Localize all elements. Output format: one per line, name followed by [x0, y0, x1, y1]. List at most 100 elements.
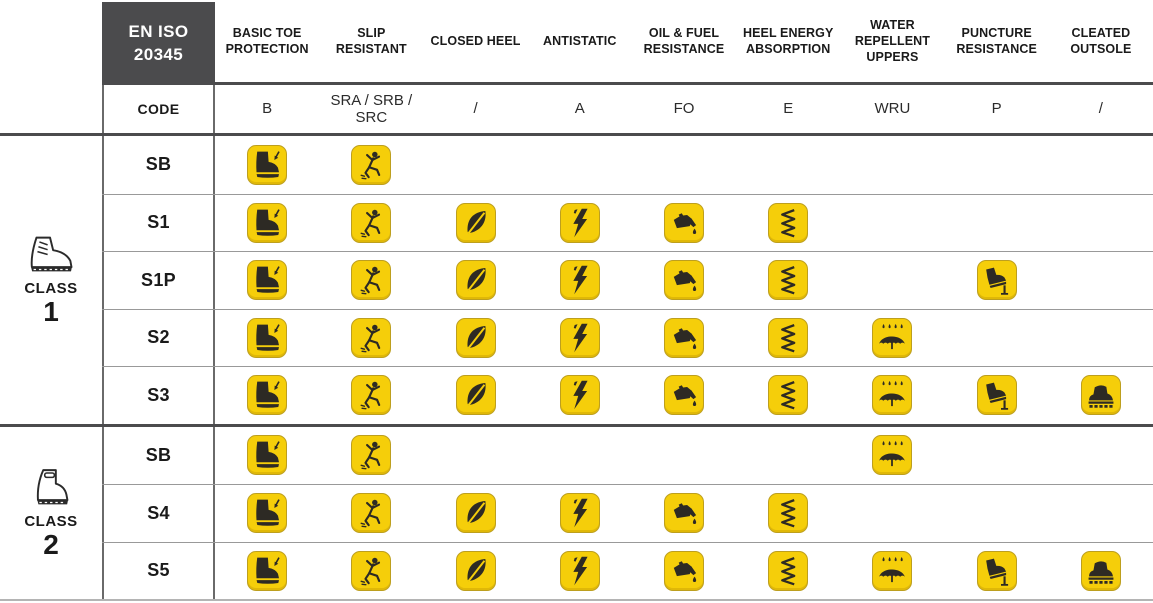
- oil-fuel-resistance-icon: [663, 202, 704, 243]
- cell-s2-heel: [423, 310, 527, 367]
- cell-s1-cleated: [1049, 195, 1153, 252]
- cell-s4-oil: [632, 485, 736, 542]
- toe-protection-icon: [247, 493, 288, 534]
- cell-s4-puncture: [945, 485, 1049, 542]
- row-code-s2: S2: [102, 309, 215, 366]
- cell-s5-puncture: [945, 543, 1049, 600]
- cell-s1-slip: [319, 195, 423, 252]
- cleated-outsole-icon: [1080, 375, 1121, 416]
- heel-energy-absorption-icon: [768, 493, 809, 534]
- cell-s1-heel: [423, 195, 527, 252]
- header-row: EN ISO 20345 BASIC TOE PROTECTION SLIP RE…: [0, 0, 1153, 85]
- water-repellent-uppers-icon: [872, 375, 913, 416]
- class-1-section: CLASS 1 SB S1 S1P S2 S3: [0, 136, 1153, 427]
- table-row-s5-class2: S5: [102, 541, 1153, 600]
- cell-sb-oil: [632, 427, 736, 485]
- cell-s2-cleated: [1049, 310, 1153, 367]
- cell-s1p-toe: [215, 252, 319, 309]
- cell-s4-antistatic: [528, 485, 632, 542]
- slip-resistant-icon: [351, 550, 392, 591]
- row-code-sb: SB: [102, 426, 215, 484]
- closed-heel-icon: [455, 375, 496, 416]
- cell-s5-antistatic: [528, 543, 632, 600]
- code-value-energy: E: [783, 100, 794, 118]
- heel-energy-absorption-icon: [768, 317, 809, 358]
- code-value-toe: B: [262, 100, 273, 118]
- cell-s3-heel: [423, 367, 527, 424]
- cell-sb-wru: [840, 427, 944, 485]
- column-header-puncture: PUNCTURE RESISTANCE: [944, 0, 1049, 85]
- puncture-resistance-icon: [976, 375, 1017, 416]
- closed-heel-icon: [455, 260, 496, 301]
- column-header-heel: CLOSED HEEL: [423, 0, 528, 85]
- row-code-s3: S3: [102, 367, 215, 424]
- cell-sb-antistatic: [528, 136, 632, 194]
- code-row-spacer: [0, 85, 102, 133]
- code-value-oil: FO: [673, 100, 695, 118]
- class-2-rows: SB S4 S5: [102, 426, 1153, 600]
- table-row-s1p-class1: S1P: [102, 251, 1153, 309]
- closed-heel-icon: [455, 317, 496, 358]
- heel-energy-absorption-icon: [768, 260, 809, 301]
- heel-energy-absorption-icon: [768, 202, 809, 243]
- class-2-section: CLASS 2 SB S4 S5: [0, 426, 1153, 601]
- cell-sb-cleated: [1049, 427, 1153, 485]
- class-1-cell: CLASS 1: [0, 136, 102, 424]
- puncture-resistance-icon: [976, 550, 1017, 591]
- cell-s5-toe: [215, 543, 319, 600]
- code-value-heel: /: [473, 100, 478, 118]
- row-code-s1: S1: [102, 194, 215, 251]
- class-number: 2: [43, 529, 59, 561]
- cell-s1p-slip: [319, 252, 423, 309]
- heel-energy-absorption-icon: [768, 550, 809, 591]
- slip-resistant-icon: [351, 375, 392, 416]
- cell-s4-energy: [736, 485, 840, 542]
- class-2-cell: CLASS 2: [0, 427, 102, 600]
- cell-s1-puncture: [945, 195, 1049, 252]
- closed-heel-icon: [455, 202, 496, 243]
- slip-resistant-icon: [351, 144, 392, 185]
- cell-s3-oil: [632, 367, 736, 424]
- table-row-s4-class2: S4: [102, 484, 1153, 542]
- oil-fuel-resistance-icon: [663, 550, 704, 591]
- cell-s1p-wru: [840, 252, 944, 309]
- cell-sb-toe: [215, 427, 319, 485]
- cell-sb-energy: [736, 136, 840, 194]
- toe-protection-icon: [247, 550, 288, 591]
- header-spacer: [0, 0, 102, 85]
- toe-protection-icon: [247, 435, 288, 476]
- row-code-sb: SB: [102, 136, 215, 194]
- standard-title-line1: EN ISO: [128, 21, 189, 41]
- cell-s2-toe: [215, 310, 319, 367]
- cell-sb-wru: [840, 136, 944, 194]
- toe-protection-icon: [247, 260, 288, 301]
- column-header-slip: SLIP RESISTANT: [319, 0, 424, 85]
- column-header-wru: WATER REPELLENT UPPERS: [840, 0, 945, 85]
- cell-s3-puncture: [945, 367, 1049, 424]
- slip-resistant-icon: [351, 493, 392, 534]
- closed-heel-icon: [455, 493, 496, 534]
- cell-s5-heel: [423, 543, 527, 600]
- rubber-boot-icon: [22, 466, 80, 510]
- cell-sb-cleated: [1049, 136, 1153, 194]
- antistatic-icon: [559, 375, 600, 416]
- cell-s3-toe: [215, 367, 319, 424]
- table-row-s2-class1: S2: [102, 308, 1153, 367]
- code-row: CODE B SRA / SRB / SRC / A FO E WRU P /: [0, 85, 1153, 136]
- standard-title-box: EN ISO 20345: [102, 2, 215, 85]
- table-row-sb-class2: SB: [102, 426, 1153, 485]
- antistatic-icon: [559, 493, 600, 534]
- cell-s2-oil: [632, 310, 736, 367]
- cell-sb-toe: [215, 136, 319, 194]
- cell-s5-wru: [840, 543, 944, 600]
- standard-title-line2: 20345: [133, 44, 184, 64]
- cell-sb-energy: [736, 427, 840, 485]
- code-value-wru: WRU: [874, 100, 911, 118]
- cell-s1-oil: [632, 195, 736, 252]
- code-value-slip: SRA / SRB / SRC: [330, 91, 413, 126]
- toe-protection-icon: [247, 144, 288, 185]
- cell-s5-slip: [319, 543, 423, 600]
- column-header-toe: BASIC TOE PROTECTION: [215, 0, 320, 85]
- cell-s1p-antistatic: [528, 252, 632, 309]
- column-header-antistatic: ANTISTATIC: [527, 0, 632, 85]
